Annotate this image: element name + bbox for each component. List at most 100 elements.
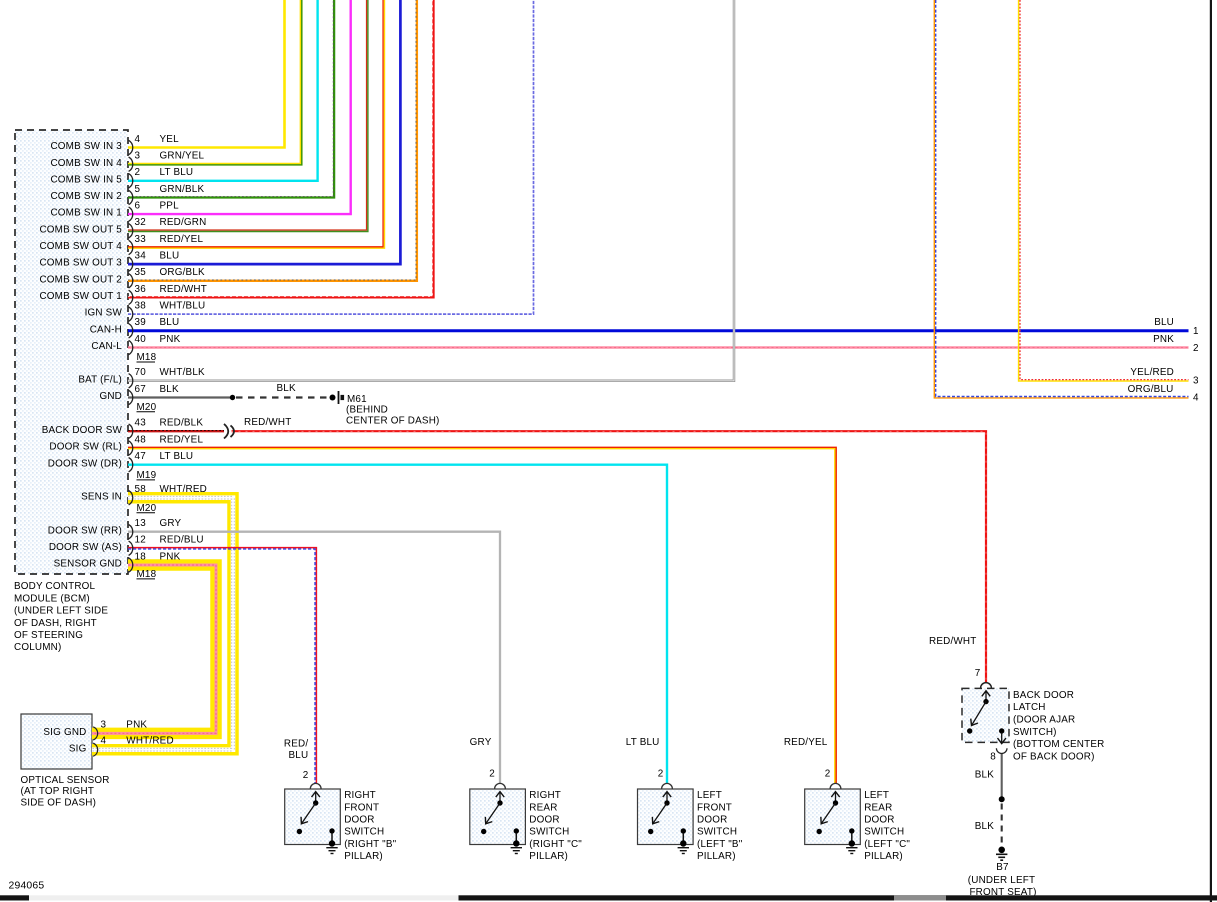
svg-text:32: 32 xyxy=(135,217,146,228)
svg-text:PILLAR): PILLAR) xyxy=(529,851,568,862)
svg-text:(BEHIND: (BEHIND xyxy=(346,405,388,416)
svg-text:(LEFT "C": (LEFT "C" xyxy=(864,839,910,850)
svg-text:2: 2 xyxy=(1193,343,1199,354)
svg-text:SWITCH: SWITCH xyxy=(697,827,737,838)
svg-text:RED/WHT: RED/WHT xyxy=(929,636,976,647)
svg-text:COMB SW IN 3: COMB SW IN 3 xyxy=(50,141,122,152)
svg-text:BLK: BLK xyxy=(975,770,994,781)
svg-text:3: 3 xyxy=(1193,376,1199,387)
svg-text:YEL/RED: YEL/RED xyxy=(1130,367,1174,378)
svg-text:FRONT: FRONT xyxy=(697,802,732,813)
svg-text:YEL: YEL xyxy=(160,134,180,145)
svg-text:SWITCH: SWITCH xyxy=(864,827,904,838)
svg-text:RED/YEL: RED/YEL xyxy=(160,434,204,445)
svg-text:WHT/RED: WHT/RED xyxy=(160,484,207,495)
svg-text:LATCH: LATCH xyxy=(1013,702,1046,713)
svg-text:REAR: REAR xyxy=(529,802,557,813)
svg-text:BLK: BLK xyxy=(160,384,179,395)
svg-text:4: 4 xyxy=(1193,393,1199,404)
svg-text:ORG/BLU: ORG/BLU xyxy=(1128,384,1174,395)
svg-text:33: 33 xyxy=(135,234,147,245)
svg-text:PILLAR): PILLAR) xyxy=(344,851,383,862)
svg-text:IGN SW: IGN SW xyxy=(85,308,123,319)
svg-text:34: 34 xyxy=(135,251,147,262)
svg-text:OF STEERING: OF STEERING xyxy=(14,630,83,641)
svg-text:6: 6 xyxy=(135,201,141,212)
svg-text:DOOR SW (RR): DOOR SW (RR) xyxy=(48,525,122,536)
svg-text:SIDE OF DASH): SIDE OF DASH) xyxy=(21,798,97,809)
svg-text:PNK: PNK xyxy=(160,551,181,562)
svg-text:GRY: GRY xyxy=(470,737,492,748)
svg-text:M20: M20 xyxy=(137,503,157,514)
svg-text:DOOR SW (DR): DOOR SW (DR) xyxy=(48,458,122,469)
svg-text:BLK: BLK xyxy=(975,821,994,832)
svg-text:BLU: BLU xyxy=(160,317,180,328)
svg-text:SWITCH: SWITCH xyxy=(344,827,384,838)
svg-text:8: 8 xyxy=(990,752,996,763)
svg-text:CAN-L: CAN-L xyxy=(91,341,122,352)
svg-text:(BOTTOM CENTER: (BOTTOM CENTER xyxy=(1013,739,1105,750)
svg-text:OF BACK DOOR): OF BACK DOOR) xyxy=(1013,751,1095,762)
svg-text:COMB SW IN 1: COMB SW IN 1 xyxy=(50,208,122,219)
svg-text:BLU: BLU xyxy=(160,251,180,262)
svg-text:FRONT SEAT): FRONT SEAT) xyxy=(969,887,1036,898)
svg-text:RIGHT: RIGHT xyxy=(529,790,561,801)
svg-text:(LEFT "B": (LEFT "B" xyxy=(697,839,743,850)
svg-text:58: 58 xyxy=(135,484,147,495)
svg-text:B7: B7 xyxy=(996,862,1008,873)
svg-text:BACK DOOR: BACK DOOR xyxy=(1013,690,1074,701)
svg-text:2: 2 xyxy=(489,769,495,780)
svg-text:WHT/BLK: WHT/BLK xyxy=(160,367,206,378)
svg-text:WHT/RED: WHT/RED xyxy=(126,735,173,746)
svg-text:RED/BLK: RED/BLK xyxy=(160,418,204,429)
svg-text:70: 70 xyxy=(135,367,147,378)
svg-text:(RIGHT "C": (RIGHT "C" xyxy=(529,839,582,850)
svg-text:M19: M19 xyxy=(137,470,157,481)
svg-text:M20: M20 xyxy=(137,402,157,413)
svg-text:35: 35 xyxy=(135,267,147,278)
svg-text:PPL: PPL xyxy=(160,201,180,212)
svg-text:LT BLU: LT BLU xyxy=(626,737,660,748)
svg-text:COMB SW OUT 2: COMB SW OUT 2 xyxy=(39,274,122,285)
svg-text:COMB SW IN 4: COMB SW IN 4 xyxy=(50,158,122,169)
svg-text:OPTICAL SENSOR: OPTICAL SENSOR xyxy=(21,775,110,786)
svg-text:COMB SW IN 2: COMB SW IN 2 xyxy=(50,191,122,202)
svg-text:PILLAR): PILLAR) xyxy=(697,851,736,862)
svg-text:2: 2 xyxy=(825,769,831,780)
svg-text:COMB SW OUT 5: COMB SW OUT 5 xyxy=(39,224,122,235)
svg-text:DOOR SW (RL): DOOR SW (RL) xyxy=(49,442,122,453)
svg-text:GND: GND xyxy=(99,391,122,402)
svg-text:PILLAR): PILLAR) xyxy=(864,851,903,862)
svg-text:4: 4 xyxy=(135,134,141,145)
svg-text:67: 67 xyxy=(135,384,146,395)
svg-text:M18: M18 xyxy=(137,352,157,363)
svg-text:LT BLU: LT BLU xyxy=(160,451,194,462)
svg-text:SIG GND: SIG GND xyxy=(43,727,86,738)
svg-text:COMB SW IN 5: COMB SW IN 5 xyxy=(50,174,122,185)
svg-text:PNK: PNK xyxy=(126,720,147,731)
svg-text:2: 2 xyxy=(135,167,141,178)
svg-text:2: 2 xyxy=(658,769,664,780)
svg-text:GRN/YEL: GRN/YEL xyxy=(160,151,205,162)
svg-text:COMB SW OUT 1: COMB SW OUT 1 xyxy=(39,291,122,302)
svg-text:5: 5 xyxy=(135,184,141,195)
svg-text:13: 13 xyxy=(135,518,147,529)
svg-text:BLU: BLU xyxy=(288,750,308,761)
svg-text:(AT TOP RIGHT: (AT TOP RIGHT xyxy=(21,786,95,797)
svg-text:SWITCH): SWITCH) xyxy=(1013,727,1057,738)
svg-text:GRN/BLK: GRN/BLK xyxy=(160,184,205,195)
svg-text:PNK: PNK xyxy=(160,334,181,345)
svg-text:18: 18 xyxy=(135,551,147,562)
svg-text:PNK: PNK xyxy=(1153,334,1174,345)
svg-text:LEFT: LEFT xyxy=(697,790,722,801)
svg-text:BODY CONTROL: BODY CONTROL xyxy=(14,581,96,592)
svg-text:RED/YEL: RED/YEL xyxy=(160,234,204,245)
svg-text:RED/: RED/ xyxy=(284,738,308,749)
svg-text:DOOR: DOOR xyxy=(529,815,559,826)
svg-text:3: 3 xyxy=(135,151,141,162)
svg-text:FRONT: FRONT xyxy=(344,802,379,813)
svg-text:MODULE (BCM): MODULE (BCM) xyxy=(14,593,90,604)
svg-text:RED/WHT: RED/WHT xyxy=(160,284,207,295)
svg-text:REAR: REAR xyxy=(864,802,892,813)
svg-text:WHT/BLU: WHT/BLU xyxy=(160,301,206,312)
